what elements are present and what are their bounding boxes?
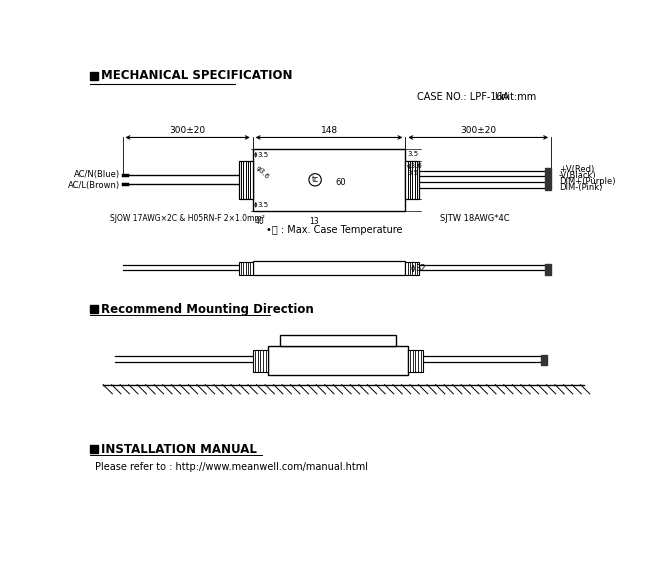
Bar: [405, 262, 419, 274]
Bar: [90, 306, 98, 313]
Text: DIM+(Purple): DIM+(Purple): [559, 177, 615, 186]
Bar: [405, 161, 419, 199]
Text: 3.5: 3.5: [407, 151, 418, 157]
Text: AC/N(Blue): AC/N(Blue): [74, 170, 120, 179]
Text: AC/L(Brown): AC/L(Brown): [68, 181, 120, 190]
Bar: [545, 264, 551, 274]
Text: Please refer to : http://www.meanwell.com/manual.html: Please refer to : http://www.meanwell.co…: [95, 462, 368, 473]
Bar: [253, 350, 268, 371]
Text: •Ⓣ : Max. Case Temperature: •Ⓣ : Max. Case Temperature: [266, 225, 403, 235]
Text: tc: tc: [312, 176, 319, 184]
Bar: [541, 354, 547, 365]
Text: 3.5: 3.5: [407, 170, 418, 176]
Bar: [90, 445, 98, 453]
Text: CASE NO.: LPF-16A: CASE NO.: LPF-16A: [417, 93, 509, 102]
Text: 300±20: 300±20: [170, 126, 206, 135]
Bar: [408, 350, 423, 371]
Text: MECHANICAL SPECIFICATION: MECHANICAL SPECIFICATION: [100, 69, 292, 82]
Bar: [253, 149, 405, 211]
Text: Unit:mm: Unit:mm: [494, 93, 537, 102]
Text: 60: 60: [336, 178, 346, 187]
Text: 3.5: 3.5: [257, 202, 269, 208]
Text: 32: 32: [415, 264, 426, 273]
Text: SJTW 18AWG*4C: SJTW 18AWG*4C: [440, 215, 510, 223]
Text: 3.5: 3.5: [257, 152, 269, 158]
Text: SJOW 17AWG×2C & H05RN-F 2×1.0mm²: SJOW 17AWG×2C & H05RN-F 2×1.0mm²: [110, 215, 265, 223]
Text: -V(Black): -V(Black): [559, 171, 596, 179]
Bar: [280, 335, 396, 346]
Text: 40: 40: [255, 217, 265, 225]
Bar: [545, 168, 551, 190]
Text: 148: 148: [320, 126, 338, 135]
Bar: [90, 72, 98, 80]
Text: INSTALLATION MANUAL: INSTALLATION MANUAL: [100, 443, 257, 456]
Text: φ3.6: φ3.6: [407, 163, 423, 169]
Text: DIM-(Pink): DIM-(Pink): [559, 183, 602, 192]
Bar: [268, 346, 408, 375]
Bar: [253, 261, 405, 275]
Text: +V(Red): +V(Red): [559, 165, 594, 174]
Text: φ3.6: φ3.6: [255, 164, 271, 180]
Text: 13: 13: [310, 217, 320, 225]
Text: Recommend Mounting Direction: Recommend Mounting Direction: [100, 303, 314, 316]
Text: 300±20: 300±20: [460, 126, 496, 135]
Bar: [239, 161, 253, 199]
Bar: [239, 262, 253, 274]
